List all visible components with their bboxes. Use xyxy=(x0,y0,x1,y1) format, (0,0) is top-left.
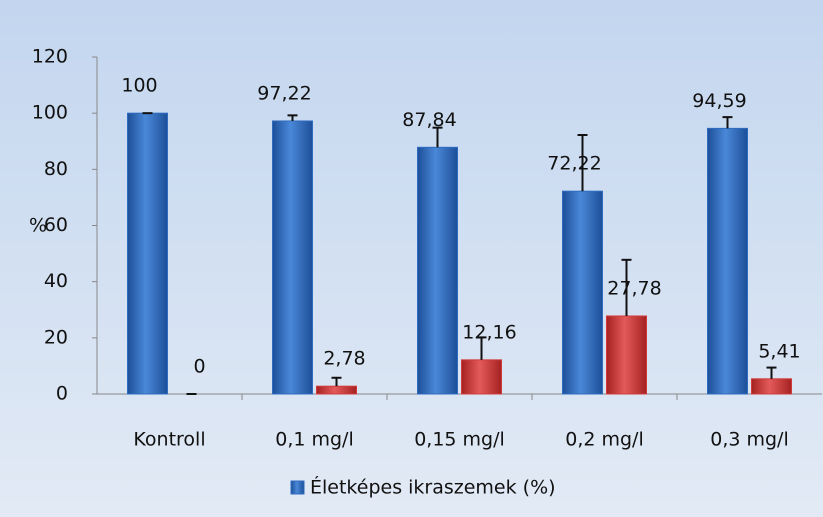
bar xyxy=(461,359,502,395)
y-tick-label: 120 xyxy=(32,46,68,68)
x-tick-label: 0,15 mg/l xyxy=(414,429,505,451)
y-tick-label: 100 xyxy=(32,102,68,124)
data-label: 0 xyxy=(193,356,205,378)
bar xyxy=(417,146,458,395)
data-label: 2,78 xyxy=(323,348,365,370)
bar xyxy=(751,378,792,395)
x-tick-label: 0,1 mg/l xyxy=(275,429,354,451)
legend-label: Életképes ikraszemek (%) xyxy=(310,476,556,499)
bar xyxy=(316,385,357,395)
x-tick-label: Kontroll xyxy=(133,429,205,451)
y-tick-label: 40 xyxy=(44,270,68,292)
data-label: 94,59 xyxy=(692,90,746,112)
bar xyxy=(127,112,168,395)
y-tick-label: 20 xyxy=(44,326,68,348)
data-label: 12,16 xyxy=(462,321,516,343)
data-label: 97,22 xyxy=(257,82,311,104)
bar xyxy=(562,190,603,395)
y-axis-label: % xyxy=(29,215,47,237)
x-tick-label: 0,3 mg/l xyxy=(710,429,789,451)
data-label: 87,84 xyxy=(402,109,456,131)
x-tick-label: 0,2 mg/l xyxy=(565,429,644,451)
data-label: 72,22 xyxy=(547,153,601,175)
data-label: 100 xyxy=(121,75,157,97)
bar xyxy=(606,315,647,395)
bar xyxy=(272,120,313,395)
y-tick-label: 0 xyxy=(56,383,68,405)
bar xyxy=(707,127,748,395)
data-label: 27,78 xyxy=(607,277,661,299)
data-label: 5,41 xyxy=(758,340,800,362)
y-tick-label: 60 xyxy=(44,214,68,236)
y-tick-label: 80 xyxy=(44,158,68,180)
legend-marker xyxy=(290,480,305,495)
